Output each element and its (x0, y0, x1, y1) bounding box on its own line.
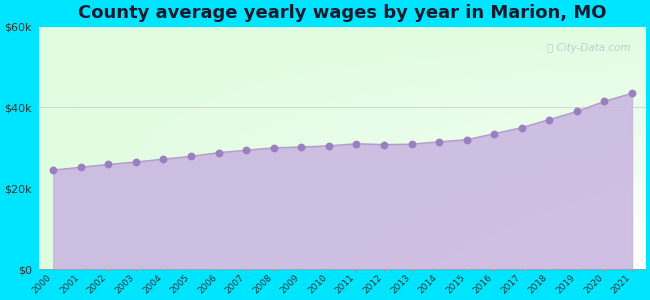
Point (572, 109, 582, 114)
Point (462, 137, 472, 142)
Text: ⓘ City-Data.com: ⓘ City-Data.com (547, 44, 630, 53)
Title: County average yearly wages by year in Marion, MO: County average yearly wages by year in M… (79, 4, 607, 22)
Point (434, 139, 445, 144)
Point (517, 125, 527, 130)
Point (268, 146, 279, 150)
Point (131, 160, 141, 164)
Point (489, 131, 499, 136)
Point (544, 117, 554, 122)
Point (75, 165, 86, 170)
Point (324, 143, 334, 148)
Point (351, 141, 361, 146)
Point (48, 168, 58, 172)
Point (186, 154, 196, 159)
Point (627, 91, 637, 96)
Point (213, 150, 224, 155)
Point (406, 142, 417, 147)
Point (296, 145, 307, 149)
Point (379, 142, 389, 147)
Point (158, 157, 168, 161)
Point (599, 99, 610, 104)
Point (103, 162, 114, 167)
Point (241, 148, 252, 153)
